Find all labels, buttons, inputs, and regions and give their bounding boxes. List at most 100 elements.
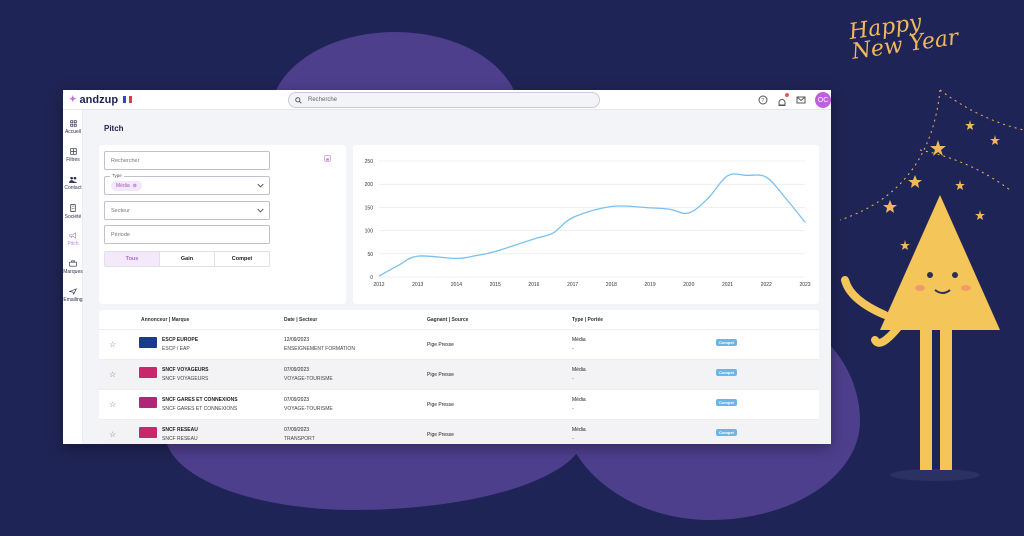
grid-icon bbox=[69, 120, 77, 127]
secteur-value: ENSEIGNEMENT FORMATION bbox=[284, 346, 355, 352]
filter-search-input[interactable]: Rechercher bbox=[104, 151, 270, 170]
column-header-annonceur[interactable]: Annonceur | Marque bbox=[141, 317, 190, 323]
column-header-gagnant[interactable]: Gagnant | Source bbox=[427, 317, 469, 323]
segment-tous[interactable]: Tous bbox=[105, 252, 160, 266]
x-tick-label: 2019 bbox=[645, 282, 656, 288]
date-value: 07/09/2023 bbox=[284, 367, 310, 373]
advertiser-logo bbox=[139, 367, 157, 378]
x-tick-label: 2023 bbox=[799, 282, 810, 288]
x-tick-label: 2017 bbox=[567, 282, 578, 288]
sidebar-item-label: Emailing bbox=[63, 297, 83, 303]
annonceur-name[interactable]: SNCF VOYAGEURS bbox=[162, 367, 209, 373]
table-row[interactable]: ☆ SNCF VOYAGEURS SNCF VOYAGEURS 07/09/20… bbox=[99, 359, 819, 389]
segment-compet[interactable]: Compet bbox=[231, 256, 253, 262]
advertiser-logo bbox=[139, 427, 157, 438]
save-filter-icon[interactable] bbox=[324, 155, 331, 162]
segment-gain[interactable]: Gain bbox=[160, 252, 215, 266]
type-value: Média bbox=[572, 397, 586, 403]
logo-mark-icon: ✦ bbox=[69, 94, 77, 104]
star-icon[interactable]: ☆ bbox=[109, 370, 117, 379]
svg-text:?: ? bbox=[761, 98, 764, 104]
top-bar: ✦ andzup Recherche ? OC bbox=[63, 90, 831, 110]
help-icon[interactable]: ? bbox=[758, 95, 768, 105]
cheese-character-illustration bbox=[841, 195, 1000, 481]
star-icon[interactable]: ☆ bbox=[109, 430, 117, 439]
sidebar-item-label: Société bbox=[64, 214, 82, 220]
sidebar: Accueil Filtres Contact Société Pitch Ma… bbox=[63, 110, 83, 444]
date-value: 07/09/2023 bbox=[284, 427, 310, 433]
chevron-down-icon bbox=[257, 183, 264, 188]
sidebar-item-label: Marques bbox=[63, 269, 83, 275]
x-tick-label: 2016 bbox=[528, 282, 539, 288]
search-icon bbox=[295, 96, 302, 104]
annonceur-name[interactable]: SNCF GARES ET CONNEXIONS bbox=[162, 397, 238, 403]
periode-input[interactable]: Période bbox=[104, 225, 270, 244]
sidebar-item-emailing[interactable]: Emailing bbox=[63, 288, 83, 303]
status-badge: Compet bbox=[716, 429, 737, 436]
sidebar-item-label: Accueil bbox=[64, 129, 82, 135]
table-row[interactable]: ☆ SNCF GARES ET CONNEXIONS SNCF GARES ET… bbox=[99, 389, 819, 419]
sidebar-item-societe[interactable]: Société bbox=[63, 204, 83, 220]
sidebar-item-label: Filtres bbox=[66, 157, 80, 163]
annonceur-name[interactable]: SNCF RESEAU bbox=[162, 427, 198, 433]
secteur-placeholder: Secteur bbox=[111, 207, 130, 214]
y-tick-label: 250 bbox=[365, 159, 374, 165]
sidebar-item-marques[interactable]: Marques bbox=[63, 260, 83, 275]
sidebar-item-label: Pitch bbox=[67, 241, 79, 247]
portee-value: - bbox=[572, 346, 574, 352]
search-placeholder: Recherche bbox=[308, 97, 338, 103]
filter-panel: Rechercher Type Média ⊗ Secteur Période … bbox=[99, 145, 346, 304]
secteur-select[interactable]: Secteur bbox=[104, 201, 270, 220]
star-icon[interactable]: ☆ bbox=[109, 400, 117, 409]
x-tick-label: 2021 bbox=[722, 282, 733, 288]
star-icon[interactable]: ☆ bbox=[109, 340, 117, 349]
type-value: Média bbox=[572, 427, 586, 433]
type-value: Média bbox=[572, 367, 586, 373]
type-chip[interactable]: Média ⊗ bbox=[111, 180, 142, 191]
chip-remove-icon[interactable]: ⊗ bbox=[132, 182, 137, 189]
table-row[interactable]: ☆ ESCP EUROPE ESCP / EAP 12/09/2023 ENSE… bbox=[99, 329, 819, 359]
people-icon bbox=[69, 176, 77, 183]
source-value: Pige Presse bbox=[427, 432, 454, 438]
x-tick-label: 2012 bbox=[373, 282, 384, 288]
greeting-text: Happy New Year bbox=[847, 10, 961, 65]
source-value: Pige Presse bbox=[427, 342, 454, 348]
portee-value: - bbox=[572, 376, 574, 382]
notification-bell-icon[interactable] bbox=[777, 93, 789, 106]
y-tick-label: 50 bbox=[367, 252, 373, 258]
portee-value: - bbox=[572, 436, 574, 442]
type-value: Média bbox=[572, 337, 586, 343]
sidebar-item-pitch[interactable]: Pitch bbox=[63, 232, 83, 247]
marque-name: SNCF RESEAU bbox=[162, 436, 198, 442]
marque-name: ESCP / EAP bbox=[162, 346, 190, 352]
table-row[interactable]: ☆ SNCF RESEAU SNCF RESEAU 07/09/2023 TRA… bbox=[99, 419, 819, 444]
filter-grid-icon bbox=[69, 148, 77, 155]
notification-badge bbox=[785, 93, 789, 97]
periode-placeholder: Période bbox=[111, 231, 130, 238]
megaphone-icon bbox=[69, 232, 76, 239]
x-tick-label: 2020 bbox=[683, 282, 694, 288]
brand-logo[interactable]: ✦ andzup bbox=[69, 93, 133, 106]
date-value: 12/09/2023 bbox=[284, 337, 310, 343]
marque-name: SNCF GARES ET CONNEXIONS bbox=[162, 406, 238, 412]
type-chip-label: Média bbox=[116, 182, 130, 189]
annonceur-name[interactable]: ESCP EUROPE bbox=[162, 337, 199, 343]
line-chart-card: 0 50 100 150 200 250 2012 2013 2014 2015 2016 2017 2… bbox=[353, 145, 819, 304]
sidebar-item-accueil[interactable]: Accueil bbox=[63, 120, 83, 135]
type-field-label: Type bbox=[110, 173, 124, 178]
sidebar-item-contact[interactable]: Contact bbox=[63, 176, 83, 191]
mail-icon[interactable] bbox=[796, 95, 806, 105]
avatar[interactable]: OC bbox=[815, 92, 831, 108]
type-select[interactable]: Type Média ⊗ bbox=[104, 173, 270, 195]
send-icon bbox=[69, 288, 77, 295]
source-value: Pige Presse bbox=[427, 372, 454, 378]
column-header-date[interactable]: Date | Secteur bbox=[284, 317, 318, 323]
brand-name: andzup bbox=[79, 93, 119, 106]
column-header-type[interactable]: Type | Portée bbox=[572, 317, 604, 323]
portee-value: - bbox=[572, 406, 574, 412]
search-input[interactable]: Recherche bbox=[288, 92, 600, 108]
x-tick-label: 2022 bbox=[761, 282, 772, 288]
briefcase-icon bbox=[69, 260, 77, 267]
sidebar-item-filtres[interactable]: Filtres bbox=[63, 148, 83, 163]
x-tick-label: 2014 bbox=[451, 282, 462, 288]
